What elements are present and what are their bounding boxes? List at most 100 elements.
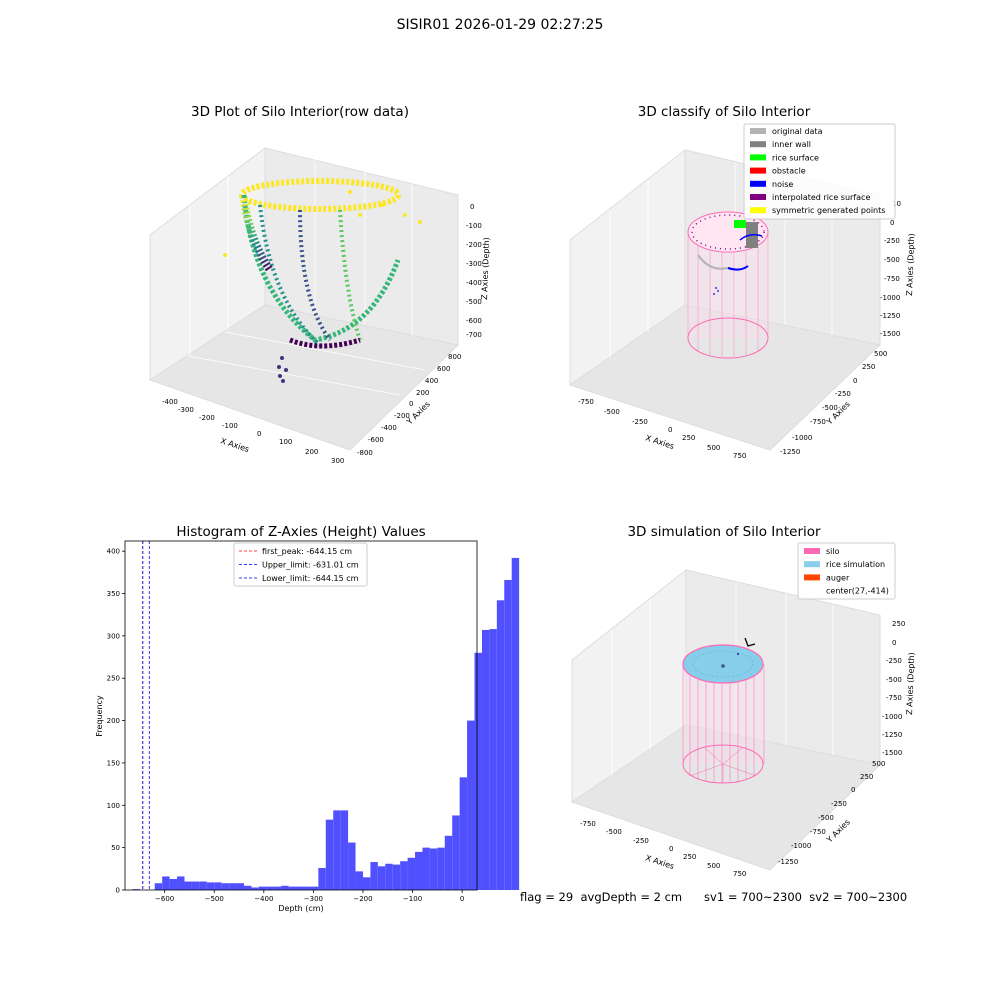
legend-swatch: [750, 207, 766, 214]
histogram-bars: [132, 557, 520, 890]
raw-xtick: -200: [199, 414, 215, 422]
classify-xtick: -750: [578, 398, 594, 406]
raw-yticks: -800 -600 -400 -200 0 200 400 600 800: [357, 353, 461, 457]
simulation-xtick: 500: [707, 862, 720, 870]
classify-zlabel: Z Axies (Depth): [905, 233, 916, 296]
histogram-bar: [206, 882, 215, 890]
histogram-bar: [266, 886, 274, 890]
simulation-ztick: -1000: [882, 713, 902, 721]
raw-xtick: 100: [279, 438, 292, 446]
simulation-ztick: -500: [886, 676, 902, 684]
raw-ytick: 400: [425, 377, 438, 385]
histogram-bar: [258, 886, 267, 890]
histogram-ytick-label: 150: [107, 759, 120, 767]
simulation-title: 3D simulation of Silo Interior: [627, 524, 821, 540]
raw-ytick: -400: [381, 424, 397, 432]
raw-xtick: 0: [257, 430, 261, 438]
histogram-legend-box: [233, 542, 368, 587]
histogram-legend: first_peak: -644.15 cm Upper_limit: -631.…: [233, 542, 368, 587]
raw-ytick: 0: [409, 400, 413, 408]
histogram-bar: [452, 815, 460, 890]
histogram-bar: [162, 876, 170, 890]
histogram-bar: [348, 842, 356, 890]
legend-swatch: [750, 167, 766, 174]
raw-xtick: 200: [305, 448, 318, 456]
classify-ztick: 0: [890, 219, 894, 227]
histogram-bar: [303, 886, 311, 890]
classify-ytick: 500: [874, 350, 887, 358]
classify-legend: original data inner wall rice surface obsta…: [743, 123, 896, 220]
histogram-legend-label: Lower_limit: -644.15 cm: [262, 574, 359, 583]
histogram-yticks: 0 50 100 150 200 250 300 350 400: [107, 548, 125, 895]
histogram-bar: [370, 862, 378, 890]
classify-xtick: -250: [632, 418, 648, 426]
histogram-bar: [496, 600, 505, 890]
histogram-bar: [407, 857, 416, 890]
histogram-bar: [467, 720, 475, 890]
histogram-ytick-label: 350: [107, 590, 120, 598]
histogram-bar: [325, 819, 334, 890]
histogram-title: Histogram of Z-Axies (Height) Values: [176, 524, 425, 540]
classify-pane-floor: [568, 304, 882, 451]
legend-swatch: [750, 154, 766, 161]
raw-xtick: -100: [222, 422, 238, 430]
status-line: flag = 29 avgDepth = 2 cm sv1 = 700~2300…: [520, 890, 907, 904]
histogram-ytick-label: 300: [107, 632, 120, 640]
rice-center-marker: [721, 664, 725, 668]
simulation-ytick: -1000: [791, 842, 811, 850]
classify-ztick: -750: [884, 275, 900, 283]
classify-ztick: -1500: [880, 330, 900, 338]
simulation-panel: 3D simulation of Silo Interior: [570, 524, 916, 878]
histogram-bar: [481, 629, 490, 890]
simulation-ytick: -750: [810, 828, 826, 836]
simulation-legend-box: [797, 542, 896, 600]
histogram-ylabel: Frequency: [95, 695, 104, 737]
histogram-bar: [504, 579, 512, 890]
histogram-bar: [415, 851, 423, 890]
histogram-xtick-label: −500: [205, 895, 224, 903]
raw-data-title: 3D Plot of Silo Interior(row data): [191, 104, 409, 120]
raw-ztick: 0: [470, 203, 474, 211]
histogram-bar: [511, 557, 520, 890]
simulation-yticks: -1250 -1000 -750 -500 -250 0 250 500: [778, 760, 885, 866]
simulation-xlabel: X Axies: [644, 853, 675, 871]
simulation-xticks: -750 -500 -250 0 250 500 750: [580, 820, 746, 878]
raw-ztick: -300: [466, 260, 482, 268]
raw-xtick: -400: [162, 398, 178, 406]
legend-label: original data: [772, 127, 823, 136]
histogram-bar: [333, 810, 341, 890]
classify-xlabel: X Axies: [644, 433, 675, 451]
histogram-ytick-label: 0: [116, 887, 120, 895]
raw-xticks: -400 -300 -200 -100 0 100 200 300: [162, 398, 344, 465]
raw-ytick: 800: [448, 353, 461, 361]
legend-label: symmetric generated points: [772, 206, 885, 215]
classify-cylinder: [687, 211, 769, 359]
histogram-bar: [281, 885, 289, 890]
simulation-ytick: -1250: [778, 858, 798, 866]
raw-ztick: -100: [466, 222, 482, 230]
legend-label: interpolated rice surface: [772, 193, 870, 202]
classify-ytick: -750: [810, 418, 826, 426]
histogram-xtick-label: −400: [254, 895, 273, 903]
legend-label: obstacle: [772, 167, 806, 176]
histogram-ytick-label: 50: [111, 844, 120, 852]
histogram-bar: [296, 886, 304, 890]
raw-ztick: -600: [466, 317, 482, 325]
histogram-ytick-label: 400: [107, 548, 120, 556]
simulation-ytick: 0: [851, 786, 855, 794]
simulation-zlabel: Z Axies (Depth): [905, 652, 916, 715]
histogram-bar: [377, 866, 386, 890]
classify-xtick: 250: [682, 434, 695, 442]
histogram-bar: [474, 652, 482, 890]
simulation-legend: silo rice simulation auger center(27,-414): [797, 542, 896, 600]
sv2-readout: sv2 = 700~2300: [809, 890, 908, 904]
simulation-ztick: 0: [892, 639, 896, 647]
histogram-bar: [154, 883, 163, 890]
raw-point-cloud: [223, 178, 422, 383]
classify-yticks: -1250 -1000 -750 -500 -250 0 250 500: [780, 350, 887, 456]
legend-label: auger: [826, 573, 850, 582]
simulation-xtick: -250: [633, 837, 649, 845]
raw-ztick: -200: [466, 241, 482, 249]
raw-ytick: -200: [394, 412, 410, 420]
histogram-bar: [392, 864, 401, 890]
